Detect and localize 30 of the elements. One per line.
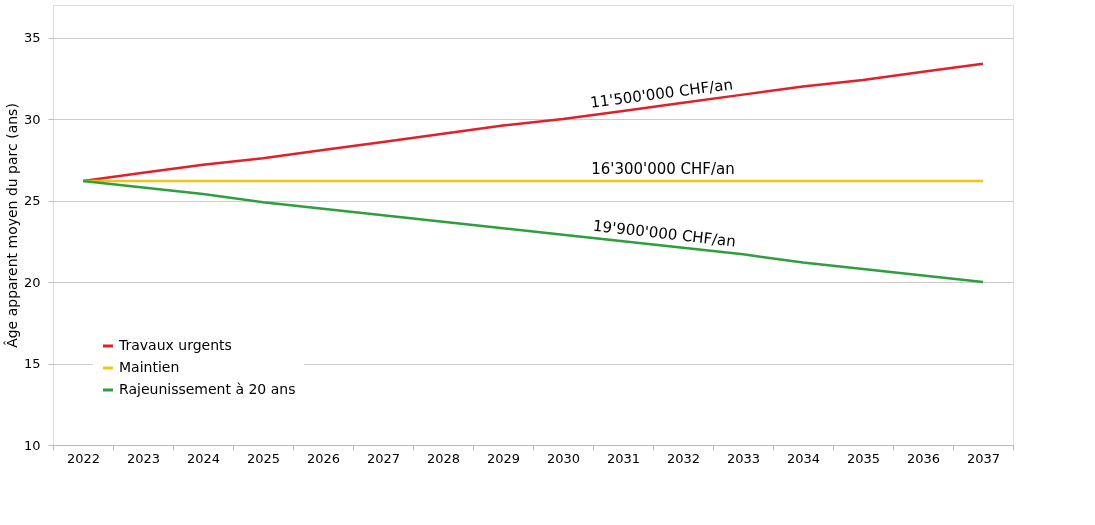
y-tick-label: 10 <box>23 437 41 453</box>
legend-label: Rajeunissement à 20 ans <box>119 381 296 397</box>
annotation: 19'900'000 CHF/an <box>592 216 737 251</box>
x-tick-label: 2033 <box>726 450 761 466</box>
x-tick-label: 2029 <box>486 450 521 466</box>
x-tick-label: 2034 <box>786 450 821 466</box>
x-tick-label: 2031 <box>606 450 641 466</box>
annotation: 16'300'000 CHF/an <box>591 160 735 178</box>
legend-label: Travaux urgents <box>118 337 232 353</box>
x-tick-label: 2026 <box>306 450 341 466</box>
legend-label: Maintien <box>119 359 180 375</box>
y-axis-title: Âge apparent moyen du parc (ans) <box>2 103 20 348</box>
line-series <box>81 179 985 284</box>
y-tick-label: 20 <box>23 274 41 290</box>
x-tick-label: 2035 <box>846 450 881 466</box>
x-tick-label: 2024 <box>186 450 221 466</box>
y-tick-label: 30 <box>23 111 41 127</box>
y-tick-label: 25 <box>23 193 41 209</box>
x-tick-label: 2032 <box>666 450 701 466</box>
x-tick-label: 2022 <box>66 450 101 466</box>
annotation: 11'500'000 CHF/an <box>589 75 734 112</box>
y-tick-label: 35 <box>23 30 41 46</box>
x-tick-label: 2023 <box>126 450 161 466</box>
x-tick-label: 2027 <box>366 450 401 466</box>
x-tick-label: 2036 <box>906 450 941 466</box>
x-tick-label: 2037 <box>966 450 1001 466</box>
x-tick-label: 2030 <box>546 450 581 466</box>
x-tick-label: 2025 <box>246 450 281 466</box>
y-tick-label: 15 <box>23 356 41 372</box>
x-tick-label: 2028 <box>426 450 461 466</box>
